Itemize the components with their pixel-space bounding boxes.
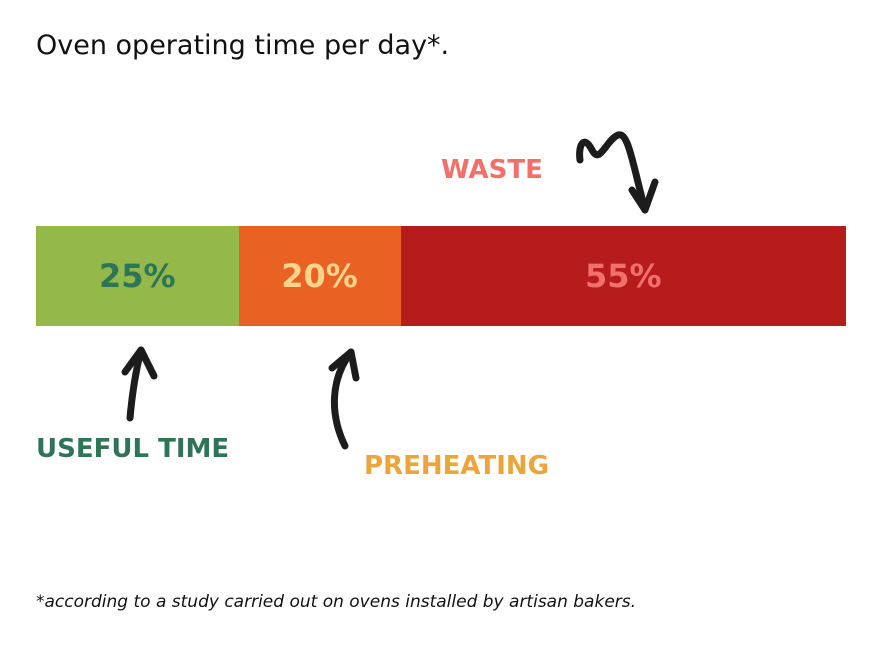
stacked-bar: 25% 20% 55% <box>36 226 846 326</box>
category-label-preheating: PREHEATING <box>364 451 549 481</box>
value-label: 55% <box>584 257 662 295</box>
value-label: 20% <box>281 257 358 295</box>
arrow-preheating <box>328 348 360 450</box>
chart-title: Oven operating time per day*. <box>36 30 450 61</box>
segment-preheating: 20% <box>238 226 401 326</box>
segment-waste: 55% <box>400 226 846 326</box>
segment-useful-time: 25% <box>36 226 239 326</box>
category-label-useful-time: USEFUL TIME <box>36 434 230 464</box>
footnote: *according to a study carried out on ove… <box>36 592 637 612</box>
value-label: 25% <box>98 257 176 295</box>
arrow-useful-time <box>121 346 158 422</box>
arrow-waste <box>576 131 659 214</box>
category-label-waste: WASTE <box>441 155 543 185</box>
